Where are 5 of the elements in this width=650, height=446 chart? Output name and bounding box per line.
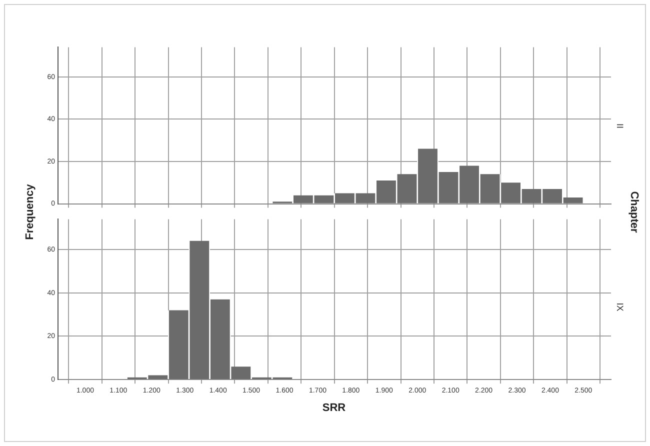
y2-axis-title: IX [615, 302, 625, 312]
text: Chapter [628, 191, 640, 233]
x-axis-title: SRR [322, 402, 346, 414]
y2-axis-title: II [615, 122, 625, 128]
y-axis-title: Frequency [24, 184, 36, 240]
